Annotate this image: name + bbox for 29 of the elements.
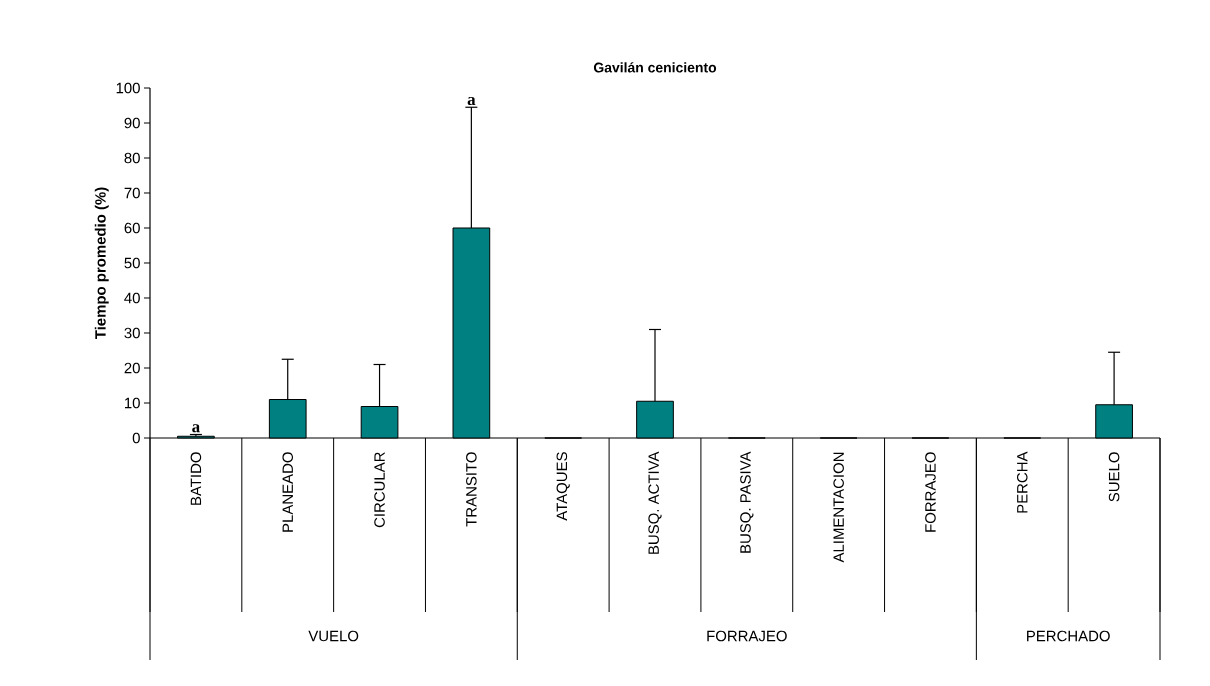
y-tick-label: 0 [132,432,140,444]
text: VUELO [308,630,359,642]
x-tick-label: CIRCULAR [374,452,385,528]
annotation: a [467,96,476,106]
x-tick-label: PLANEADO [282,452,294,532]
x-tick-label: ALIMENTACION [833,452,844,563]
y-tick-label: 60 [124,222,140,234]
y-axis-title: Tiempo promedio (%) [94,187,109,340]
y-tick-label: 30 [124,327,140,339]
chart-title: Gavilán ceniciento [593,62,717,73]
x-tick-label: TRANSITO [466,452,477,527]
y-tick-label: 10 [125,397,140,409]
x-tick-label: PERCHA [1016,451,1028,513]
x-tick-label: BUSQ. ACTIVA [648,451,662,554]
x-tick-label: ATAQUES [556,452,570,521]
y-tick-label: 90 [124,117,140,129]
y-tick-label: 70 [124,187,140,199]
x-tick-label: FORRAJEO [925,452,936,532]
y-tick-label: 40 [124,292,140,304]
x-tick-label: BUSQ. PASIVA [740,451,754,553]
annotation: a [192,424,200,433]
x-tick-label: BATIDO [190,452,202,505]
y-tick-label: 20 [124,362,140,374]
y-tick-label: 50 [124,257,140,269]
y-tick-label: 80 [124,152,140,164]
text: FORRAJEO [707,630,787,642]
y-tick-label: 100 [116,82,140,94]
text: PERCHADO [1027,630,1110,642]
x-tick-label: SUELO [1108,452,1120,502]
